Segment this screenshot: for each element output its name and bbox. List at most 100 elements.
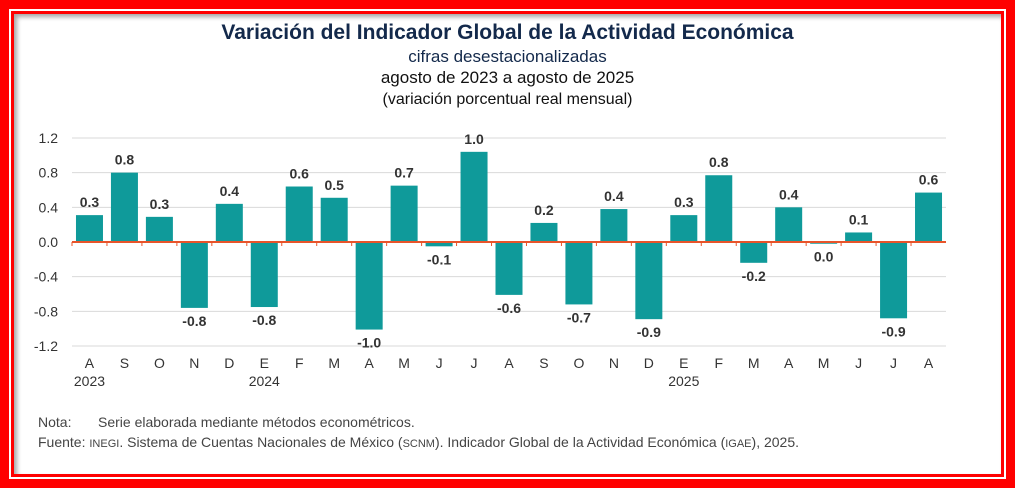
data-label: 0.0 [814, 249, 834, 265]
note-line: Nota: Serie elaborada mediante métodos ec… [38, 412, 799, 432]
y-tick-label: 0.4 [39, 199, 59, 215]
chart-subtitle: cifras desestacionalizadas [408, 47, 607, 66]
note-label: Nota: [38, 414, 72, 430]
bar [915, 192, 943, 242]
data-label: 0.5 [324, 177, 344, 193]
data-label: -0.9 [637, 324, 661, 340]
chart-units: (variación porcentual real mensual) [382, 91, 633, 108]
source-text-2: ). Indicador Global de la Actividad Econ… [434, 434, 726, 450]
y-tick-label: -1.2 [34, 338, 58, 354]
chart-period: agosto de 2023 a agosto de 2025 [380, 68, 635, 87]
bar [320, 197, 348, 242]
data-label: 0.7 [394, 165, 414, 181]
year-label: 2025 [668, 373, 699, 389]
x-tick-label: D [224, 355, 234, 371]
data-label: -1.0 [357, 335, 381, 351]
scnm-abbr: SCNM [402, 438, 435, 450]
x-tick-label: J [855, 355, 862, 371]
x-tick-label: M [398, 355, 410, 371]
x-tick-label: A [784, 355, 794, 371]
bar [740, 242, 768, 263]
x-tick-label: A [924, 355, 934, 371]
data-label: 0.4 [220, 183, 240, 199]
x-tick-label: J [471, 355, 478, 371]
x-tick-label: D [644, 355, 654, 371]
x-tick-label: S [539, 355, 548, 371]
data-label: 0.2 [534, 202, 554, 218]
x-tick-label: S [120, 355, 129, 371]
data-label: -0.7 [567, 309, 591, 325]
inegi-abbr: INEGI [89, 438, 120, 450]
data-label: -0.6 [497, 300, 521, 316]
bar [530, 222, 558, 242]
data-label: -0.8 [182, 313, 206, 329]
bar [600, 209, 628, 242]
x-tick-label: O [573, 355, 584, 371]
bar [215, 203, 243, 242]
source-line: Fuente: INEGI. Sistema de Cuentas Nacion… [38, 432, 799, 454]
data-label: 0.3 [674, 194, 694, 210]
bar [635, 242, 663, 320]
year-label: 2023 [74, 373, 105, 389]
igae-abbr: IGAE [725, 438, 752, 450]
bar [880, 242, 908, 319]
bar [285, 186, 313, 242]
bar [495, 242, 523, 295]
y-tick-label: -0.8 [34, 303, 58, 319]
data-label: 0.3 [150, 196, 170, 212]
y-tick-label: 1.2 [39, 130, 59, 146]
year-label: 2024 [249, 373, 280, 389]
x-tick-label: M [328, 355, 340, 371]
data-label: 0.6 [919, 172, 939, 188]
bar [180, 242, 208, 308]
x-tick-label: J [890, 355, 897, 371]
source-text-3: ), 2025. [751, 434, 800, 450]
bar [775, 207, 803, 242]
x-tick-label: F [714, 355, 723, 371]
bar [670, 215, 698, 242]
data-label: -0.1 [427, 251, 451, 267]
data-label: 0.4 [604, 188, 624, 204]
bar [565, 242, 593, 305]
bar [705, 175, 733, 242]
data-label: 1.0 [464, 131, 484, 147]
data-label: 0.3 [80, 194, 100, 210]
bar [145, 216, 173, 242]
bar [75, 215, 103, 242]
x-tick-label: M [818, 355, 830, 371]
y-tick-label: -0.4 [34, 269, 58, 285]
x-tick-label: E [679, 355, 688, 371]
x-tick-label: E [260, 355, 269, 371]
bar [390, 185, 418, 242]
inner-frame [11, 11, 1004, 477]
data-label: 0.8 [115, 152, 135, 168]
data-label: 0.4 [779, 186, 799, 202]
y-tick-label: 0.8 [39, 165, 59, 181]
data-label: -0.9 [881, 323, 905, 339]
bar [845, 232, 873, 242]
source-label: Fuente: [38, 434, 86, 450]
bar [355, 242, 383, 330]
data-label: -0.8 [252, 312, 276, 328]
bar [250, 242, 278, 308]
x-tick-label: F [295, 355, 304, 371]
data-label: -0.2 [742, 268, 766, 284]
data-label: 0.1 [849, 211, 869, 227]
note-text: Serie elaborada mediante métodos economé… [98, 414, 415, 430]
x-tick-label: A [504, 355, 514, 371]
x-tick-label: N [189, 355, 199, 371]
bar [425, 242, 453, 247]
data-label: 0.6 [290, 166, 310, 182]
x-tick-label: O [154, 355, 165, 371]
x-tick-label: A [85, 355, 95, 371]
chart-title: Variación del Indicador Global de la Act… [221, 21, 794, 44]
x-tick-label: A [364, 355, 374, 371]
x-tick-label: N [609, 355, 619, 371]
source-text-1: . Sistema de Cuentas Nacionales de Méxic… [119, 434, 403, 450]
bar [460, 151, 488, 242]
x-tick-label: J [436, 355, 443, 371]
data-label: 0.8 [709, 154, 729, 170]
bar [110, 172, 138, 242]
y-tick-label: 0.0 [39, 234, 59, 250]
